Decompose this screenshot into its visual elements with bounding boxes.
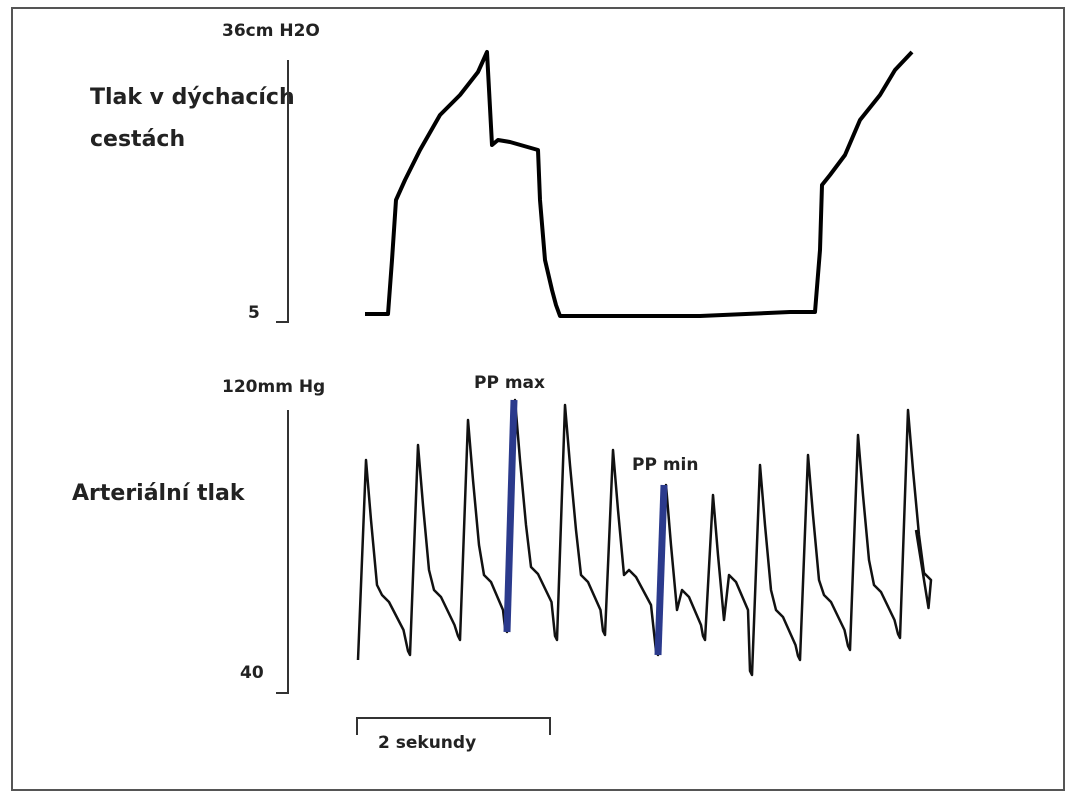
- arterial-scale-bar: [276, 410, 289, 694]
- airway-title: Tlak v dýchacích: [90, 85, 295, 110]
- pp-max-label: PP max: [474, 373, 545, 393]
- airway-waveform: [365, 50, 914, 318]
- airway-scale-top: 36cm H2O: [222, 21, 320, 41]
- frame: [11, 7, 1065, 791]
- arterial-title: Arteriální tlak: [72, 481, 246, 506]
- pp-min-label: PP min: [632, 455, 698, 475]
- arterial-scale-bottom: 40: [240, 663, 264, 683]
- airway-scale-bar: [276, 60, 289, 323]
- airway-scale-bottom: 5: [248, 303, 260, 323]
- time-bar-label: 2 sekundy: [378, 733, 476, 753]
- airway-title: cestách: [90, 127, 185, 152]
- pp-max-line: [503, 399, 518, 633]
- pp-min-line: [654, 484, 668, 656]
- arterial-scale-top: 120mm Hg: [222, 377, 325, 397]
- time-bar: [356, 717, 551, 735]
